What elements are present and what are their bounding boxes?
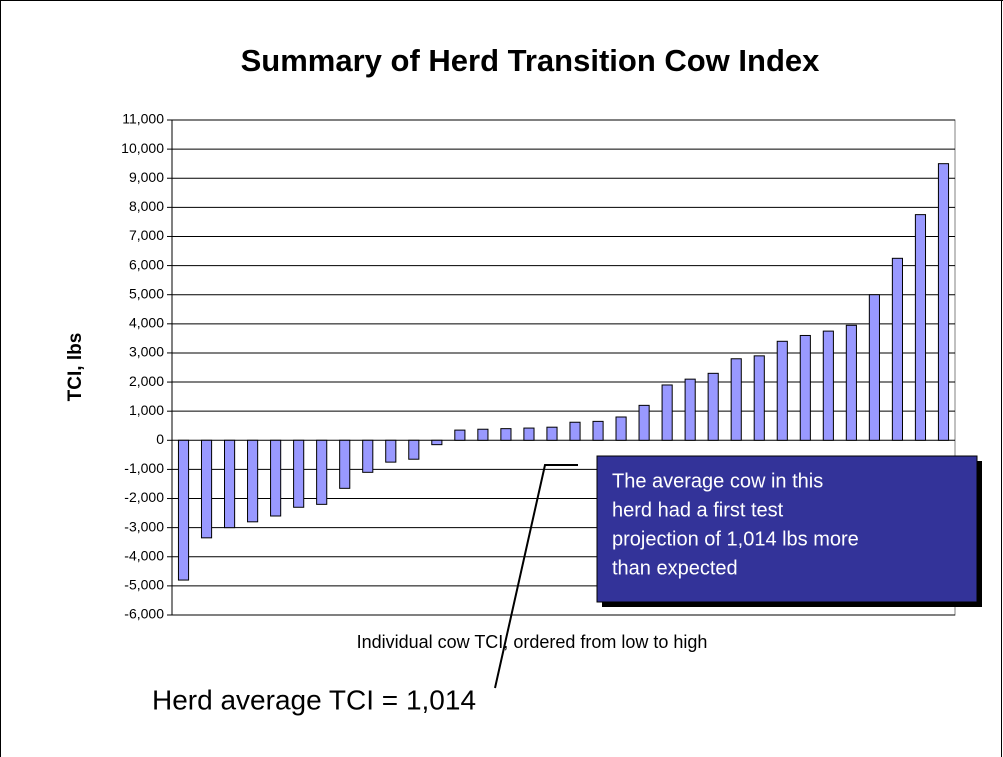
callout-text: The average cow in this herd had a first … [612,470,859,579]
bar [730,358,742,441]
y-tick-label: 6,000 [129,256,164,272]
footnote: Herd average TCI = 1,014 [152,684,476,715]
bar [592,420,604,441]
y-tick-label: -6,000 [124,606,164,622]
bar [822,330,834,441]
bar [891,257,903,441]
bar [707,372,719,441]
bar [937,163,950,441]
bar [845,324,857,441]
callout-box [596,455,978,603]
bar [753,355,765,441]
bar [408,439,420,460]
bar [868,294,880,441]
bar [316,439,328,505]
bar [776,340,788,441]
y-tick-label: 10,000 [121,140,164,156]
y-tick-label: -1,000 [124,460,164,476]
bar [615,416,627,441]
bar [799,334,811,441]
y-tick-label: -4,000 [124,547,164,563]
bar [454,429,466,441]
y-axis-label: TCI, lbs [65,333,86,402]
bar [339,439,351,489]
y-tick-label: 11,000 [122,111,164,127]
callout-line-text: than expected [612,557,738,579]
bar [385,439,397,463]
y-tick-label: -2,000 [124,489,164,505]
y-tick-label: 1,000 [129,402,164,418]
chart-title: Summary of Herd Transition Cow Index [241,43,821,78]
callout: The average cow in this herd had a first … [494,455,982,689]
y-tick-label: 9,000 [129,169,164,185]
bar [293,439,305,508]
y-tick-label: 8,000 [129,198,164,214]
bar [500,428,512,441]
bar [200,439,213,539]
y-tick-label: -5,000 [124,577,164,593]
bar [684,378,696,441]
bar [477,428,489,441]
bar [569,421,581,441]
y-tick-label: 7,000 [129,227,164,243]
bar [661,384,673,441]
y-tick-label: -3,000 [124,518,164,534]
bar [177,439,190,581]
callout-line-text: projection of 1,014 lbs more [612,528,859,550]
y-tick-label: 2,000 [129,373,164,389]
bar [546,426,558,441]
y-tick-label: 5,000 [129,285,164,301]
bar [638,404,650,441]
bar [224,439,236,529]
bar [270,439,282,517]
bar [247,439,259,523]
bar [431,439,443,446]
y-tick-label: 0 [156,431,164,447]
y-tick-label: 4,000 [129,315,164,331]
y-tick-label: 3,000 [129,344,164,360]
bar [914,214,927,441]
callout-line-text: The average cow in this [612,470,823,492]
callout-line [494,464,578,689]
bar [523,427,535,441]
bar [362,439,374,473]
x-axis-label: Individual cow TCI, ordered from low to … [357,632,708,652]
callout-line-text: herd had a first test [612,499,784,521]
